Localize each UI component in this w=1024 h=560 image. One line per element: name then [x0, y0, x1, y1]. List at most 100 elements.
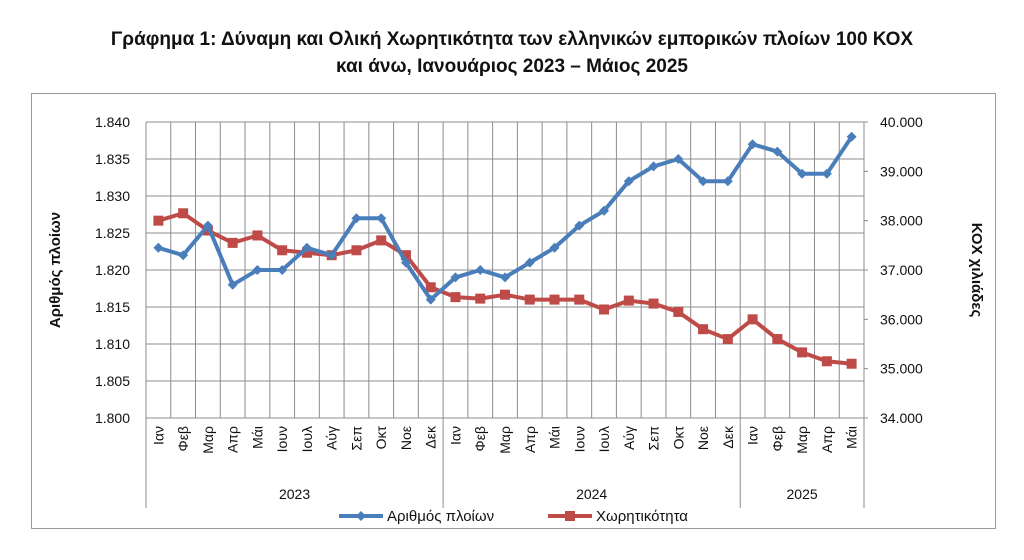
series-2	[153, 208, 857, 369]
data-point	[227, 279, 238, 290]
data-point	[574, 294, 585, 305]
right-tick-label: 39.000	[880, 163, 923, 179]
right-axis-ticks: 34.000 35.000 36.000 37.000 38.000 39.000 40.0…	[864, 114, 923, 426]
data-point	[747, 314, 758, 325]
data-point	[252, 230, 263, 241]
month-label: Νοε	[695, 426, 711, 450]
data-point	[153, 242, 164, 253]
data-point	[673, 154, 684, 164]
left-tick-label: 1.805	[95, 373, 130, 389]
right-tick-label: 34.000	[880, 410, 923, 426]
data-point	[772, 334, 783, 345]
data-point	[351, 245, 362, 256]
right-tick-label: 37.000	[880, 262, 923, 278]
legend-label: Χωρητικότητα	[596, 508, 688, 525]
month-label: Δεκ	[720, 425, 736, 449]
data-point	[623, 295, 634, 306]
right-axis-title: ΚΟΧ χιλιάδες	[968, 223, 985, 318]
left-tick-label: 1.800	[95, 410, 130, 426]
data-point	[722, 176, 733, 187]
data-point	[227, 237, 238, 248]
month-label: Μαρ	[200, 426, 216, 454]
right-tick-label: 40.000	[880, 114, 923, 130]
left-tick-label: 1.815	[95, 299, 130, 315]
month-label: Ιαν	[150, 426, 166, 445]
month-label: Σεπ	[646, 426, 662, 451]
data-point	[599, 304, 610, 315]
month-label: Ιουν	[571, 426, 587, 452]
x-axis-month-labels: Ιαν Φεβ Μαρ Απρ Μάι Ιουν Ιουλ Αύγ Σεπ Οκτ Νοε Δεκ Ια…	[150, 425, 859, 454]
data-point	[425, 282, 436, 293]
data-point	[450, 272, 461, 283]
right-tick-label: 35.000	[880, 361, 923, 377]
left-tick-label: 1.830	[95, 188, 130, 204]
left-axis-ticks: 1.800 1.805 1.810 1.815 1.820 1.825 1.830 1.835…	[95, 114, 130, 426]
data-point	[549, 294, 560, 305]
left-axis-title: Αριθμός πλοίων	[47, 212, 64, 328]
month-label: Δεκ	[423, 425, 439, 449]
month-label: Απρ	[522, 426, 538, 453]
data-point	[500, 272, 510, 283]
data-point	[772, 146, 783, 157]
data-point	[623, 176, 634, 187]
data-point	[698, 176, 709, 187]
chart-title-line-1: Γράφημα 1: Δύναμη και Ολική Χωρητικότητα…	[110, 29, 914, 50]
left-tick-label: 1.810	[95, 336, 130, 352]
left-tick-label: 1.825	[95, 225, 130, 241]
data-point	[698, 324, 709, 335]
data-point	[797, 347, 808, 358]
data-point	[178, 250, 189, 261]
left-tick-label: 1.820	[95, 262, 130, 278]
left-tick-label: 1.835	[95, 151, 130, 167]
left-tick-label: 1.840	[95, 114, 130, 130]
data-point	[153, 215, 164, 226]
month-label: Ιαν	[447, 426, 463, 445]
legend-label: Αριθμός πλοίων	[387, 508, 494, 525]
month-label: Απρ	[225, 426, 241, 453]
data-point	[574, 220, 585, 231]
data-point	[376, 213, 387, 224]
month-label: Μάι	[844, 426, 860, 449]
data-point	[821, 356, 832, 367]
month-label: Ιουλ	[299, 426, 315, 452]
series-1	[153, 131, 857, 305]
data-point	[252, 265, 263, 275]
right-tick-label: 38.000	[880, 213, 923, 229]
data-point	[475, 293, 486, 304]
data-point	[450, 292, 461, 303]
legend-item: Αριθμός πλοίων	[339, 508, 494, 525]
data-point	[400, 250, 411, 261]
month-label: Ιαν	[745, 426, 761, 445]
data-point	[846, 131, 857, 142]
data-point	[277, 265, 288, 275]
data-point	[277, 245, 288, 256]
data-point	[400, 257, 411, 268]
data-point	[648, 161, 659, 172]
chart-frame	[31, 93, 996, 529]
data-point	[673, 306, 684, 317]
data-point	[326, 250, 337, 261]
data-point	[376, 235, 387, 246]
chart-title-line-2: και άνω, Ιανουάριος 2023 – Μάιος 2025	[336, 56, 688, 77]
data-point	[821, 168, 832, 179]
legend: Αριθμός πλοίων Χωρητικότητα	[339, 508, 688, 525]
year-label: 2024	[576, 486, 607, 502]
chart-title: Γράφημα 1: Δύναμη και Ολική Χωρητικότητα…	[0, 26, 1024, 80]
month-label: Απρ	[819, 426, 835, 453]
month-label: Μάι	[547, 426, 563, 449]
data-point	[301, 242, 312, 253]
month-label: Ιουλ	[596, 426, 612, 452]
month-label: Αύγ	[621, 426, 637, 450]
year-label: 2023	[279, 486, 310, 502]
right-tick-label: 36.000	[880, 311, 923, 327]
month-label: Οκτ	[670, 426, 686, 450]
month-label: Νοε	[398, 426, 414, 450]
data-point	[178, 208, 189, 219]
data-point	[846, 358, 857, 369]
data-point	[475, 265, 486, 275]
data-point	[648, 298, 659, 309]
legend-item: Χωρητικότητα	[548, 508, 688, 525]
data-point	[722, 334, 733, 345]
year-label: 2025	[787, 486, 818, 502]
